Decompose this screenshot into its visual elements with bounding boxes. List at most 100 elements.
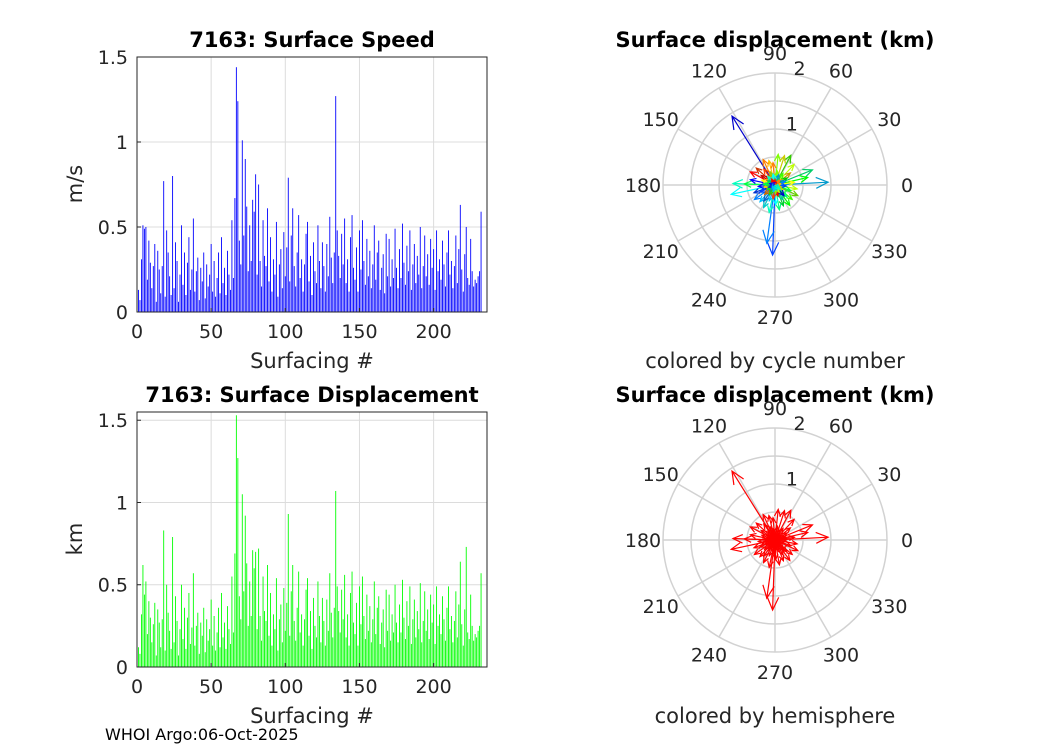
bar xyxy=(232,632,234,667)
bar xyxy=(443,264,445,312)
bar xyxy=(348,645,350,667)
bar xyxy=(304,619,306,667)
bar xyxy=(243,591,245,667)
bar xyxy=(421,288,423,312)
bar xyxy=(345,637,347,667)
x-tick-label: 150 xyxy=(341,676,377,698)
bar xyxy=(427,609,429,667)
bar xyxy=(458,604,460,667)
bar xyxy=(163,181,165,312)
bar xyxy=(359,230,360,312)
compass-cycle-title: Surface displacement (km) xyxy=(615,28,934,52)
bar xyxy=(161,266,163,312)
bar xyxy=(253,568,255,667)
bar xyxy=(476,283,478,312)
bar xyxy=(323,266,325,312)
bar xyxy=(178,655,179,667)
bar xyxy=(455,591,457,667)
bar xyxy=(218,252,220,312)
bar xyxy=(350,592,351,667)
bar xyxy=(436,230,438,312)
bar xyxy=(221,237,222,312)
bar xyxy=(298,215,300,312)
bar xyxy=(181,584,182,667)
bar xyxy=(388,238,390,312)
bar xyxy=(416,611,418,667)
bar xyxy=(222,637,224,667)
bar xyxy=(387,276,389,312)
bar xyxy=(146,634,148,667)
speed-x-axis-label: Surfacing # xyxy=(250,349,374,373)
bar xyxy=(143,228,145,312)
bar xyxy=(234,198,236,312)
bar xyxy=(283,232,285,312)
bar xyxy=(139,653,141,667)
bar xyxy=(357,645,359,667)
bar xyxy=(456,283,458,312)
bar xyxy=(351,215,353,312)
bar xyxy=(378,240,380,312)
compass-hemisphere-caption: colored by hemisphere xyxy=(655,704,896,728)
bar xyxy=(259,261,261,312)
bar xyxy=(275,578,277,667)
bar xyxy=(367,630,369,667)
bar xyxy=(436,586,438,667)
bar xyxy=(138,647,139,667)
bar xyxy=(474,634,476,667)
bar xyxy=(273,259,274,312)
bar xyxy=(440,634,442,667)
bar xyxy=(385,233,387,312)
speed-y-axis-label: m/s xyxy=(63,165,87,203)
displacement-bar-chart: 7163: Surface Displacement 0 50 100 150 2000… xyxy=(63,383,488,728)
bar xyxy=(227,250,228,312)
bar xyxy=(161,619,163,667)
bar xyxy=(317,581,319,667)
compass-cycle-caption: colored by cycle number xyxy=(645,349,905,373)
bar xyxy=(148,240,150,312)
bar xyxy=(268,281,270,312)
bar xyxy=(158,622,160,667)
x-tick-label: 0 xyxy=(131,676,143,698)
bar xyxy=(412,619,414,667)
bar xyxy=(283,588,285,667)
bar xyxy=(412,264,414,312)
bar xyxy=(229,643,231,667)
angle-label: 150 xyxy=(643,464,679,486)
bar xyxy=(477,630,479,667)
bar xyxy=(313,597,314,667)
bar xyxy=(431,622,433,667)
bar xyxy=(422,266,424,312)
bar xyxy=(449,629,451,667)
bar xyxy=(448,230,449,312)
bar xyxy=(262,220,264,312)
x-tick-label: 200 xyxy=(415,676,451,698)
bar xyxy=(360,624,362,667)
bar xyxy=(387,630,389,667)
bar xyxy=(302,291,304,312)
bar xyxy=(462,645,464,667)
bar xyxy=(292,565,294,667)
bar xyxy=(393,632,395,667)
bar xyxy=(342,619,344,667)
bar xyxy=(353,622,354,667)
bar xyxy=(372,264,374,312)
bar xyxy=(290,591,292,667)
bar xyxy=(339,632,341,667)
bar xyxy=(189,289,191,312)
bar xyxy=(146,279,148,312)
bar xyxy=(316,283,317,312)
bar xyxy=(316,637,317,667)
bar xyxy=(385,589,387,667)
bar xyxy=(338,255,340,312)
angle-label: 60 xyxy=(829,61,853,83)
bar xyxy=(286,602,288,667)
bar xyxy=(286,247,288,312)
bar xyxy=(407,625,409,667)
bar xyxy=(249,581,251,667)
polar-spoke xyxy=(677,184,776,242)
bar xyxy=(314,271,316,312)
displacement-y-axis-label: km xyxy=(63,523,87,556)
bar xyxy=(310,611,311,667)
bar xyxy=(311,648,313,667)
angle-label: 330 xyxy=(871,241,907,263)
